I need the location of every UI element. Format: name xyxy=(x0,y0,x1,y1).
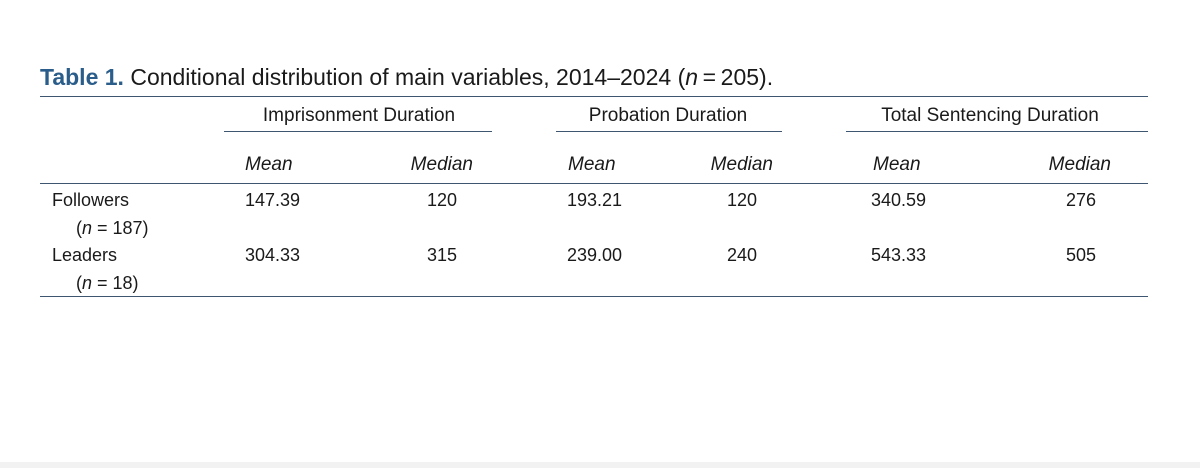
subheader-imprisonment-median: Median xyxy=(410,154,473,175)
subheader-imprisonment-mean: Mean xyxy=(245,154,293,175)
row-n-text-leaders: = 18) xyxy=(92,273,139,293)
group-rule-total xyxy=(846,131,1148,132)
cell-leaders-total-mean: 543.33 xyxy=(871,245,927,265)
cell-followers-imprisonment-median: 120 xyxy=(426,190,457,210)
group-header-imprisonment: Imprisonment Duration xyxy=(262,105,456,126)
row-n-var-leaders: n xyxy=(82,273,93,293)
cell-leaders-total-median: 505 xyxy=(1065,245,1096,265)
cell-followers-imprisonment-mean: 147.39 xyxy=(245,190,301,210)
cell-leaders-imprisonment-mean: 304.33 xyxy=(245,245,301,265)
table-caption: Table 1. Conditional distribution of mai… xyxy=(40,62,773,92)
table-top-rule xyxy=(40,96,1148,97)
group-rule-imprisonment xyxy=(224,131,492,132)
cell-leaders-probation-median: 240 xyxy=(726,245,757,265)
row-n-text-followers: = 187) xyxy=(92,218,149,238)
caption-n-var: n xyxy=(685,64,699,90)
row-n-leaders: (n = 18) xyxy=(76,271,139,295)
row-n-followers: (n = 187) xyxy=(76,216,149,240)
cell-followers-total-median: 276 xyxy=(1065,190,1096,210)
cell-followers-probation-mean: 193.21 xyxy=(567,190,623,210)
group-rule-probation xyxy=(556,131,782,132)
table-bottom-rule xyxy=(40,296,1148,297)
subheader-probation-median: Median xyxy=(710,154,773,175)
row-n-open-leaders: ( xyxy=(76,273,82,293)
group-header-total: Total Sentencing Duration xyxy=(881,105,1099,126)
cell-leaders-probation-mean: 239.00 xyxy=(567,245,623,265)
cell-leaders-imprisonment-median: 315 xyxy=(426,245,457,265)
caption-text-after: = 205). xyxy=(698,64,774,90)
row-n-var-followers: n xyxy=(82,218,93,238)
subheader-probation-mean: Mean xyxy=(568,154,616,175)
page-bottom-band xyxy=(0,462,1200,468)
table-label: Table 1. xyxy=(40,64,124,90)
row-n-open-followers: ( xyxy=(76,218,82,238)
subheader-total-mean: Mean xyxy=(873,154,921,175)
group-header-probation: Probation Duration xyxy=(588,105,748,126)
header-bottom-rule xyxy=(40,183,1148,184)
cell-followers-probation-median: 120 xyxy=(726,190,757,210)
subheader-total-median: Median xyxy=(1048,154,1111,175)
cell-followers-total-mean: 340.59 xyxy=(871,190,927,210)
caption-text-before: Conditional distribution of main variabl… xyxy=(123,64,686,90)
row-label-followers: Followers xyxy=(52,190,130,210)
row-label-leaders: Leaders xyxy=(52,245,118,265)
